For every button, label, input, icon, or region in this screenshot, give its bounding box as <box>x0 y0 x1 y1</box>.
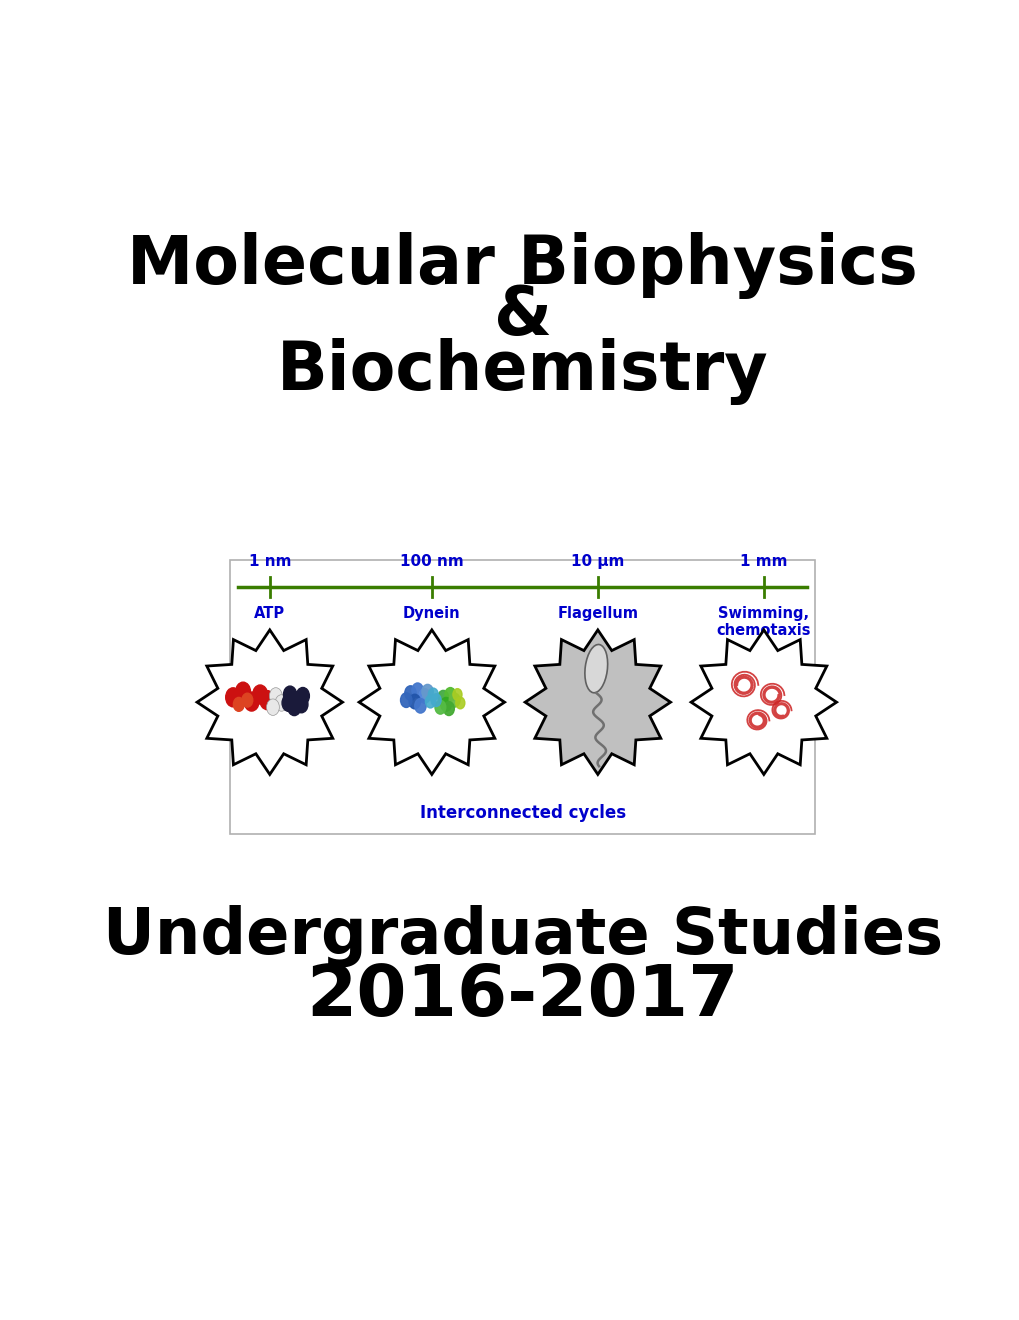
Circle shape <box>296 688 309 705</box>
Polygon shape <box>525 630 669 775</box>
Polygon shape <box>359 630 504 775</box>
Circle shape <box>283 686 297 704</box>
Circle shape <box>242 693 253 708</box>
Text: Swimming,
chemotaxis: Swimming, chemotaxis <box>716 606 810 638</box>
Text: Undergraduate Studies: Undergraduate Studies <box>103 904 942 968</box>
Circle shape <box>455 697 465 709</box>
Text: Interconnected cycles: Interconnected cycles <box>419 804 626 822</box>
Circle shape <box>260 690 274 710</box>
Circle shape <box>422 684 433 700</box>
Text: Flagellum: Flagellum <box>556 606 638 620</box>
Text: 1 mm: 1 mm <box>740 554 787 569</box>
Circle shape <box>440 697 451 711</box>
Circle shape <box>266 700 279 715</box>
Circle shape <box>233 697 244 711</box>
Circle shape <box>269 688 282 704</box>
Circle shape <box>405 686 416 701</box>
Circle shape <box>290 692 304 709</box>
Text: Molecular Biophysics: Molecular Biophysics <box>127 231 917 298</box>
Polygon shape <box>197 630 342 775</box>
Circle shape <box>412 682 423 697</box>
Circle shape <box>235 682 251 701</box>
Text: Biochemistry: Biochemistry <box>277 338 767 405</box>
Text: 2016-2017: 2016-2017 <box>306 962 739 1031</box>
Circle shape <box>443 702 453 715</box>
Circle shape <box>425 696 435 708</box>
Circle shape <box>415 698 426 713</box>
Circle shape <box>419 689 430 704</box>
Circle shape <box>294 696 308 713</box>
Circle shape <box>437 690 448 705</box>
Circle shape <box>253 685 267 704</box>
Circle shape <box>431 694 440 706</box>
Circle shape <box>244 692 259 711</box>
Circle shape <box>225 688 240 706</box>
Text: &: & <box>493 282 551 348</box>
Text: 10 μm: 10 μm <box>571 554 624 569</box>
Circle shape <box>287 698 301 715</box>
Circle shape <box>282 694 294 711</box>
Text: Dynein: Dynein <box>403 606 461 620</box>
Circle shape <box>452 689 462 701</box>
Polygon shape <box>691 630 836 775</box>
Text: 1 nm: 1 nm <box>249 554 290 569</box>
Circle shape <box>275 694 287 711</box>
Bar <box>230 560 814 834</box>
Text: 100 nm: 100 nm <box>399 554 464 569</box>
Circle shape <box>400 693 412 708</box>
Text: ATP: ATP <box>254 606 285 620</box>
Circle shape <box>444 688 455 701</box>
Circle shape <box>434 700 445 714</box>
Circle shape <box>409 694 420 709</box>
Circle shape <box>448 693 460 708</box>
Ellipse shape <box>584 644 607 693</box>
Circle shape <box>428 688 438 701</box>
